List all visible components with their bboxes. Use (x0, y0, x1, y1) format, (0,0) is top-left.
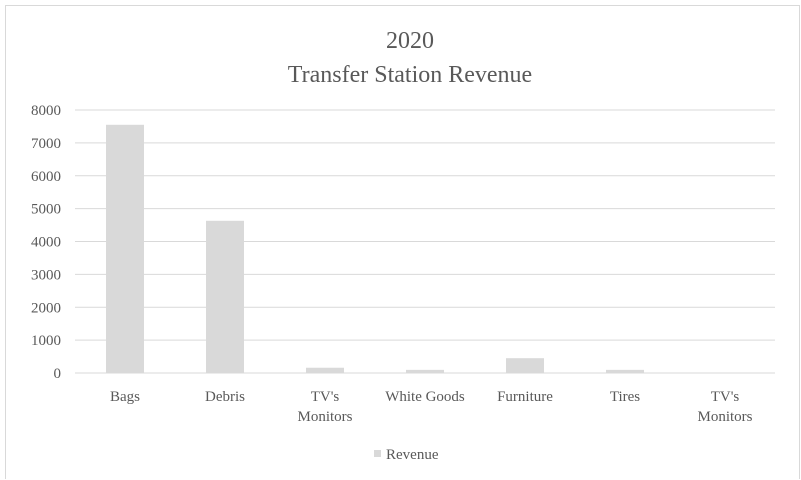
y-tick-label: 5000 (31, 202, 61, 218)
bar (106, 124, 144, 373)
x-tick-label: Debris (205, 389, 245, 405)
x-tick-label: Monitors (697, 409, 752, 425)
bar (306, 367, 344, 373)
y-tick-label: 3000 (31, 267, 61, 283)
y-tick-label: 0 (54, 366, 62, 382)
bars (106, 124, 644, 373)
x-tick-label: White Goods (385, 389, 465, 405)
gridlines (75, 109, 775, 374)
y-tick-label: 2000 (31, 300, 61, 316)
x-tick-label: TV's (311, 389, 340, 405)
y-tick-label: 1000 (31, 333, 61, 349)
x-tick-label: Tires (610, 389, 640, 405)
chart-title: Transfer Station Revenue (288, 62, 532, 88)
y-tick-label: 4000 (31, 235, 61, 251)
x-tick-label: Furniture (497, 389, 553, 405)
bar (506, 358, 544, 373)
bar (406, 369, 444, 373)
legend-swatch (374, 450, 381, 457)
bar (606, 369, 644, 373)
y-tick-label: 7000 (31, 136, 61, 152)
legend: Revenue (374, 447, 439, 463)
y-tick-label: 6000 (31, 169, 61, 185)
bar (206, 220, 244, 373)
chart-title-year: 2020 (386, 28, 434, 54)
y-axis-ticks: 0 1000 2000 3000 4000 5000 6000 7000 8000 (31, 103, 61, 382)
x-axis-ticks: Bags Debris TV's Monitors White Goods Furnitu… (110, 389, 753, 425)
x-tick-label: Bags (110, 389, 140, 405)
y-tick-label: 8000 (31, 103, 61, 119)
x-tick-label: TV's (711, 389, 740, 405)
x-tick-label: Monitors (297, 409, 352, 425)
legend-label: Revenue (386, 447, 439, 463)
